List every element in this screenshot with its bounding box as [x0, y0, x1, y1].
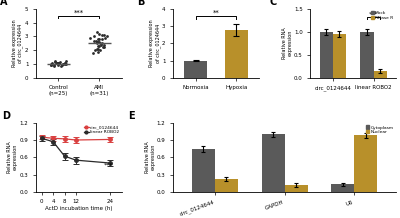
- Point: [90, 39, 97, 42]
- Point: [101, 33, 107, 37]
- Text: D: D: [2, 111, 10, 121]
- Point: [54, 61, 61, 65]
- Point: [53, 61, 60, 64]
- Text: ***: ***: [369, 11, 378, 16]
- Bar: [331, 184, 354, 192]
- Point: [100, 46, 107, 49]
- Point: [92, 48, 98, 52]
- Point: [60, 62, 66, 66]
- Point: [96, 32, 102, 35]
- Text: C: C: [269, 0, 276, 7]
- Point: [63, 60, 70, 63]
- Point: [51, 64, 57, 68]
- Point: [48, 63, 54, 66]
- Bar: [225, 30, 248, 78]
- Point: [56, 61, 62, 64]
- Bar: [262, 134, 284, 192]
- Point: [96, 41, 103, 45]
- Point: [56, 61, 62, 65]
- Point: [93, 39, 99, 42]
- Y-axis label: Relative RNA
expression: Relative RNA expression: [8, 141, 18, 173]
- Point: [98, 33, 105, 37]
- Point: [96, 37, 102, 41]
- Point: [52, 60, 58, 64]
- Bar: [354, 135, 377, 192]
- Point: [58, 64, 64, 68]
- Text: **: **: [213, 10, 219, 16]
- Point: [94, 40, 100, 44]
- Point: [94, 41, 100, 45]
- Point: [62, 62, 69, 66]
- Bar: [333, 34, 346, 78]
- Point: [55, 64, 62, 67]
- Point: [95, 37, 101, 41]
- Point: [60, 62, 67, 66]
- Bar: [192, 149, 215, 192]
- Point: [100, 46, 106, 49]
- Legend: circ_0124644, linear ROBO2: circ_0124644, linear ROBO2: [84, 125, 120, 135]
- Text: A: A: [0, 0, 8, 7]
- Bar: [360, 32, 374, 78]
- Text: ***: ***: [74, 9, 84, 15]
- Y-axis label: Relative expression
of circ_0124644: Relative expression of circ_0124644: [12, 19, 24, 67]
- Bar: [284, 185, 308, 192]
- Point: [94, 47, 100, 51]
- Point: [94, 31, 100, 34]
- Point: [102, 36, 108, 39]
- Point: [48, 62, 55, 66]
- Point: [50, 64, 57, 67]
- Point: [59, 63, 65, 66]
- Point: [99, 37, 105, 41]
- Point: [54, 61, 61, 65]
- Point: [95, 50, 102, 53]
- Point: [62, 62, 68, 66]
- X-axis label: ActD incubation time (h): ActD incubation time (h): [45, 206, 113, 211]
- Bar: [215, 179, 238, 192]
- Point: [91, 35, 97, 38]
- Legend: Mock, RNase R: Mock, RNase R: [370, 11, 394, 21]
- Point: [97, 43, 104, 46]
- Point: [62, 61, 68, 64]
- Point: [95, 40, 102, 44]
- Point: [52, 60, 58, 63]
- Point: [94, 47, 101, 51]
- Point: [57, 60, 63, 64]
- Point: [99, 41, 106, 45]
- Point: [87, 36, 94, 39]
- Point: [48, 63, 54, 66]
- Y-axis label: Relative RNA
expression: Relative RNA expression: [282, 27, 292, 59]
- Bar: [374, 71, 387, 78]
- Point: [103, 35, 110, 38]
- Y-axis label: Relative expression
of circ_0124644: Relative expression of circ_0124644: [149, 19, 161, 67]
- Point: [94, 40, 101, 44]
- Point: [96, 48, 103, 52]
- Point: [90, 51, 96, 55]
- Bar: [184, 61, 207, 78]
- Text: E: E: [128, 111, 135, 121]
- Point: [100, 43, 107, 46]
- Text: ***: ***: [104, 162, 113, 167]
- Legend: Cytoplasm, Nuclear: Cytoplasm, Nuclear: [366, 125, 394, 135]
- Y-axis label: Relative RNA
expression: Relative RNA expression: [144, 141, 155, 173]
- Text: B: B: [137, 0, 144, 7]
- Point: [96, 44, 102, 48]
- Point: [95, 44, 101, 48]
- Bar: [320, 32, 333, 78]
- Point: [62, 61, 69, 64]
- Point: [55, 61, 62, 65]
- Point: [48, 61, 55, 64]
